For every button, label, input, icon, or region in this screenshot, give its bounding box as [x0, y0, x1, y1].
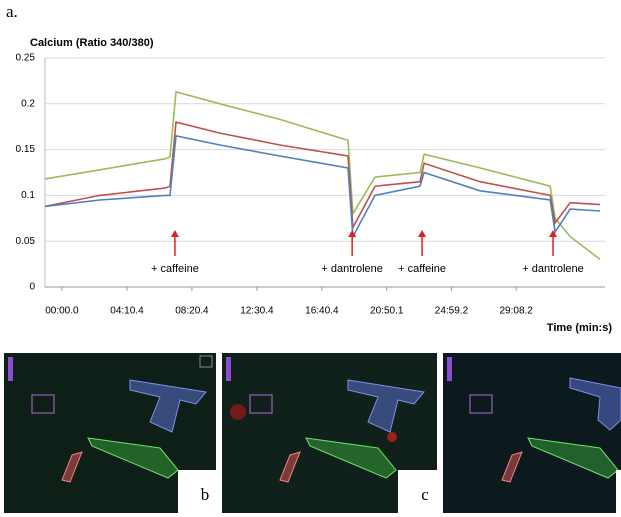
cell-roi — [347, 379, 425, 433]
roi-box — [199, 355, 213, 368]
arrow-head — [348, 230, 357, 237]
annotation: + caffeine — [398, 263, 446, 275]
chart-title: Calcium (Ratio 340/380) — [30, 37, 154, 49]
panel-label: a. — [6, 2, 18, 21]
x-tick-label: 08:20.4 — [175, 306, 209, 317]
cell-roi — [305, 437, 397, 479]
cell-roi — [501, 451, 523, 483]
roi-box — [469, 394, 493, 414]
colorbar — [226, 357, 231, 381]
cell-roi — [527, 437, 619, 479]
x-tick-label: 12:30.4 — [240, 306, 274, 317]
x-tick-label: 16:40.4 — [305, 306, 339, 317]
x-tick-label: 20:50.1 — [370, 306, 404, 317]
label-box — [398, 470, 437, 513]
arrow-head — [549, 230, 558, 237]
signal — [230, 404, 246, 420]
cell-roi — [61, 451, 83, 483]
x-tick-label: 00:00.0 — [45, 306, 79, 317]
x-axis-label: Time (min:s) — [547, 322, 613, 334]
x-tick-label: 24:59.2 — [435, 306, 469, 317]
colorbar — [447, 357, 452, 381]
cell-roi — [569, 377, 621, 431]
x-tick-label: 04:10.4 — [110, 306, 144, 317]
annotation: + dantrolene — [522, 263, 583, 275]
annotation: + caffeine — [151, 263, 199, 275]
data-line — [44, 121, 601, 231]
data-line — [44, 90, 601, 261]
image-panel — [443, 353, 621, 513]
cell-roi — [129, 379, 207, 433]
panel-label: c — [421, 485, 429, 504]
image — [443, 353, 621, 513]
y-tick-label: 0.2 — [21, 98, 35, 109]
y-tick-label: 0 — [29, 282, 35, 293]
cell-roi — [87, 437, 179, 479]
y-tick-label: 0.15 — [16, 144, 36, 155]
panel-label: b — [201, 485, 210, 504]
annotation: + dantrolene — [321, 263, 382, 275]
y-tick-label: 0.25 — [16, 53, 36, 64]
image-panel-b: b — [4, 353, 216, 513]
x-tick-label: 29:08.2 — [499, 306, 533, 317]
data-line — [44, 134, 601, 240]
cell-roi — [279, 451, 301, 483]
colorbar — [8, 357, 13, 381]
y-tick-label: 0.05 — [16, 236, 36, 247]
label-box — [178, 470, 216, 513]
label-box — [616, 470, 621, 513]
roi-box — [249, 394, 273, 414]
signal — [387, 432, 397, 442]
arrow-head — [170, 230, 179, 237]
y-tick-label: 0.1 — [21, 190, 35, 201]
arrow-head — [418, 230, 427, 237]
roi-box — [31, 394, 55, 414]
image-panel-c: c — [222, 353, 437, 513]
